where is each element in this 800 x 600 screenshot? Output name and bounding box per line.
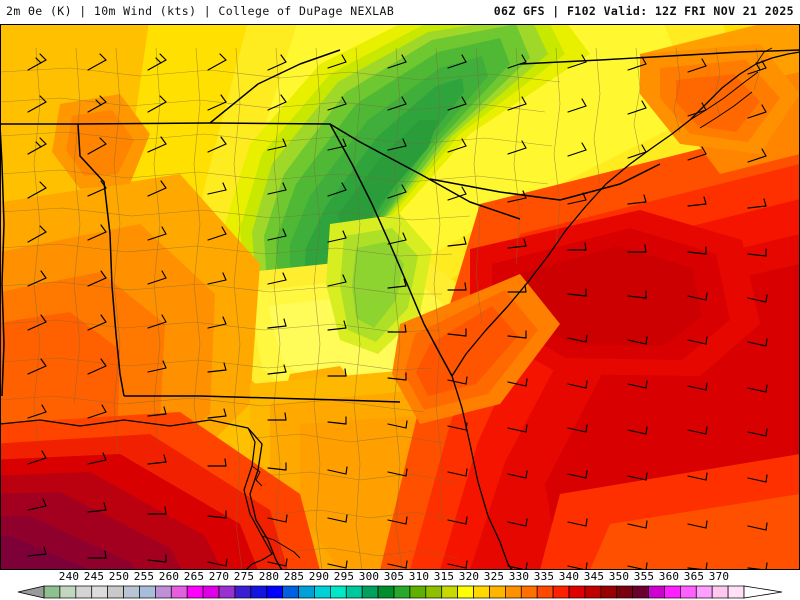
colorbar-tick-label: 295	[333, 570, 355, 583]
colorbar-swatch	[298, 585, 315, 599]
colorbar-swatch	[489, 585, 506, 599]
colorbar-swatch	[505, 585, 522, 599]
colorbar-swatch	[680, 585, 697, 599]
colorbar-swatch	[441, 585, 458, 599]
colorbar-tick-label: 270	[208, 570, 230, 583]
colorbar-swatch	[155, 585, 172, 599]
colorbar-swatch	[616, 585, 633, 599]
colorbar-tick-label: 340	[558, 570, 580, 583]
colorbar-tick-label: 265	[183, 570, 205, 583]
colorbar-tick-label: 370	[708, 570, 730, 583]
colorbar-tick-label: 240	[58, 570, 80, 583]
colorbar-swatch	[202, 585, 220, 599]
colorbar-swatch	[91, 585, 108, 599]
colorbar-tick-label: 305	[383, 570, 405, 583]
colorbar-tick-label: 360	[658, 570, 680, 583]
colorbar-tick-labels: 240 245 250 255 260 265 270 275 280 285 290 295 300 3…	[0, 570, 800, 585]
colorbar-swatch	[170, 585, 188, 599]
colorbar-swatch	[250, 585, 268, 599]
colorbar-swatch	[345, 585, 363, 599]
colorbar-swatch	[727, 585, 745, 599]
colorbar-swatch	[425, 585, 443, 599]
colorbar-tick-label: 255	[133, 570, 155, 583]
colorbar-swatch	[457, 585, 474, 599]
colorbar-tick-label: 365	[683, 570, 705, 583]
model-valid-time: 06Z GFS | F102 Valid: 12Z FRI NOV 21 202…	[493, 4, 794, 18]
weather-map-canvas[interactable]	[0, 24, 800, 570]
colorbar-tick-label: 250	[108, 570, 130, 583]
colorbar-swatch	[75, 585, 93, 599]
colorbar-swatch	[520, 585, 538, 599]
colorbar-swatch	[473, 585, 490, 599]
colorbar-swatches[interactable]	[0, 585, 800, 599]
colorbar-tick-label: 310	[408, 570, 430, 583]
colorbar-swatch	[536, 585, 554, 599]
colorbar-swatch	[552, 585, 570, 599]
colorbar-tick-label: 280	[258, 570, 280, 583]
colorbar-swatch	[632, 585, 649, 599]
county-borders	[0, 47, 761, 570]
colorbar-swatch	[218, 585, 236, 599]
colorbar-tick-label: 330	[508, 570, 530, 583]
colorbar-swatch	[330, 585, 347, 599]
colorbar-swatch	[393, 585, 411, 599]
colorbar-swatch	[234, 585, 252, 599]
colorbar-swatch	[282, 585, 299, 599]
colorbar-swatch	[600, 585, 618, 599]
colorbar-underflow-arrow	[17, 585, 45, 599]
colorbar-swatch	[695, 585, 713, 599]
header-bar: 2m Θe (K) | 10m Wind (kts) | College of …	[0, 0, 800, 24]
theta-e-contour-fill	[0, 24, 800, 570]
colorbar-swatch	[139, 585, 156, 599]
colorbar-swatch	[123, 585, 140, 599]
colorbar-swatch	[664, 585, 681, 599]
colorbar-tick-label: 355	[633, 570, 655, 583]
colorbar-tick-label: 300	[358, 570, 380, 583]
colorbar-tick-label: 245	[83, 570, 105, 583]
product-title: 2m Θe (K) | 10m Wind (kts) | College of …	[6, 4, 395, 18]
colorbar-overflow-arrow	[743, 585, 783, 599]
colorbar-swatch	[711, 585, 729, 599]
colorbar-swatch	[648, 585, 665, 599]
colorbar-swatch	[43, 585, 61, 599]
state-borders	[0, 47, 800, 570]
colorbar-tick-label: 345	[583, 570, 605, 583]
colorbar-swatch	[409, 585, 427, 599]
colorbar-swatch	[266, 585, 283, 599]
colorbar-tick-label: 335	[533, 570, 555, 583]
colorbar-swatch	[314, 585, 331, 599]
colorbar-tick-label: 285	[283, 570, 305, 583]
colorbar-swatch	[361, 585, 379, 599]
wind-barbs-layer	[27, 53, 768, 570]
colorbar-swatch	[568, 585, 586, 599]
colorbar-swatch	[107, 585, 124, 599]
colorbar-swatch	[377, 585, 395, 599]
colorbar-swatch	[584, 585, 602, 599]
colorbar-tick-label: 290	[308, 570, 330, 583]
colorbar-tick-label: 260	[158, 570, 180, 583]
colorbar: 240 245 250 255 260 265 270 275 280 285 290 295 300 3…	[0, 570, 800, 600]
colorbar-tick-label: 325	[483, 570, 505, 583]
colorbar-swatch	[59, 585, 77, 599]
colorbar-tick-label: 315	[433, 570, 455, 583]
colorbar-tick-label: 350	[608, 570, 630, 583]
colorbar-swatch	[186, 585, 204, 599]
colorbar-tick-label: 320	[458, 570, 480, 583]
colorbar-tick-label: 275	[233, 570, 255, 583]
